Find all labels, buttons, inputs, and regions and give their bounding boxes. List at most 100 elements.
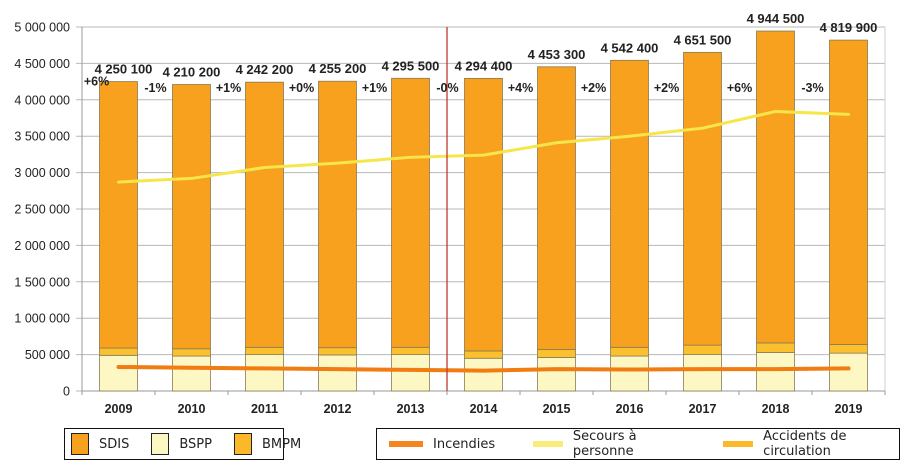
- bar-sdis-2014: [464, 77, 503, 352]
- legend-swatch-sdis: [71, 433, 89, 455]
- percent-label: +6%: [84, 75, 109, 89]
- x-tick-label: 2016: [616, 402, 644, 416]
- percent-label: -3%: [801, 81, 823, 95]
- bar-sdis-2011: [245, 81, 284, 348]
- bar-bmpm-2014: [464, 350, 503, 359]
- total-label: 4 651 500: [674, 32, 732, 47]
- y-tick-label: 1 500 000: [14, 275, 70, 289]
- bar-sdis-2013: [391, 77, 430, 348]
- bar-stack-2011: [245, 81, 284, 392]
- total-label: 4 255 200: [309, 61, 367, 76]
- bar-bmpm-2010: [172, 348, 211, 357]
- y-tick-label: 2 000 000: [14, 239, 70, 253]
- total-label: 4 210 200: [163, 64, 221, 79]
- bar-sdis-2018: [756, 30, 795, 344]
- legend-swatch-secours: [533, 441, 563, 447]
- legend-label: Secours à personne: [572, 429, 637, 459]
- bar-bspp-2010: [172, 355, 211, 392]
- y-tick-label: 4 500 000: [14, 57, 70, 71]
- bar-bspp-2011: [245, 354, 284, 392]
- y-tick-label: 4 000 000: [14, 93, 70, 107]
- bar-stack-2017: [683, 51, 722, 392]
- percent-label: +6%: [727, 81, 752, 95]
- x-tick-label: 2017: [689, 402, 717, 416]
- bar-sdis-2016: [610, 59, 649, 348]
- total-label: 4 542 400: [601, 40, 659, 55]
- bar-stacks: [99, 30, 868, 392]
- legend-swatch-bspp: [151, 433, 170, 455]
- bar-sdis-2012: [318, 80, 357, 349]
- legend-item-bmpm: BMPM: [233, 433, 302, 455]
- percent-label: +0%: [289, 81, 314, 95]
- x-tick-label: 2018: [762, 402, 790, 416]
- bar-stack-2009: [99, 81, 138, 392]
- legend-lines: Incendies Secours à personne Accidents d…: [376, 428, 900, 460]
- legend-label: Incendies: [433, 436, 496, 452]
- bar-bmpm-2009: [99, 347, 138, 356]
- bar-sdis-2019: [829, 39, 868, 345]
- bar-bmpm-2013: [391, 346, 430, 356]
- bar-bspp-2009: [99, 354, 138, 392]
- percent-label: -1%: [144, 81, 166, 95]
- y-tick-label: 3 000 000: [14, 166, 70, 180]
- percent-label: +1%: [216, 81, 241, 95]
- bar-bmpm-2018: [756, 342, 795, 353]
- legend-bars: SDIS BSPP BMPM: [64, 428, 301, 460]
- bar-bspp-2017: [683, 354, 722, 392]
- legend-label: SDIS: [99, 436, 130, 452]
- bar-bspp-2016: [610, 355, 649, 392]
- bar-sdis-2017: [683, 51, 722, 346]
- bar-bspp-2014: [464, 357, 503, 392]
- bar-bmpm-2015: [537, 349, 576, 358]
- y-tick-label: 1 000 000: [14, 312, 70, 326]
- legend-swatch-accidents: [723, 441, 754, 447]
- legend-swatch-incendies: [389, 441, 423, 447]
- total-label: 4 453 300: [528, 47, 586, 62]
- x-tick-label: 2012: [324, 402, 352, 416]
- bar-bspp-2013: [391, 354, 430, 392]
- x-tick-label: 2013: [397, 402, 425, 416]
- total-label: 4 819 900: [820, 20, 878, 35]
- bar-stack-2019: [829, 39, 868, 392]
- line-incendies: [116, 364, 851, 373]
- total-label: 4 250 100: [95, 62, 153, 77]
- bar-sdis-2009: [99, 81, 138, 349]
- x-tick-label: 2015: [543, 402, 571, 416]
- bar-stack-2014: [464, 77, 503, 392]
- legend-label: BMPM: [261, 436, 302, 452]
- bar-bspp-2019: [829, 352, 868, 392]
- percent-label: +1%: [362, 81, 387, 95]
- bar-bspp-2015: [537, 357, 576, 392]
- bar-sdis-2015: [537, 66, 576, 350]
- y-tick-label: 0: [63, 385, 70, 399]
- x-tick-label: 2009: [105, 402, 133, 416]
- total-label: 4 294 400: [455, 58, 513, 73]
- bar-sdis-2010: [172, 84, 211, 350]
- y-tick-label: 500 000: [25, 348, 70, 362]
- bar-stack-2010: [172, 84, 211, 392]
- legend-swatch-bmpm: [233, 433, 252, 455]
- x-tick-label: 2011: [251, 402, 278, 416]
- bar-stack-2013: [391, 77, 430, 392]
- bar-bmpm-2017: [683, 344, 722, 355]
- percent-label: +2%: [581, 81, 606, 95]
- y-tick-label: 5 000 000: [14, 21, 70, 35]
- legend-label: Accidents de circulation: [763, 429, 847, 459]
- percent-labels: +6% -1% +1% +0% +1% -0% +4% +2% +2% +6% -3%: [84, 75, 824, 95]
- bar-stack-2015: [537, 66, 576, 392]
- y-tick-label: 2 500 000: [14, 203, 70, 217]
- total-label: 4 295 500: [382, 58, 440, 73]
- bar-bmpm-2019: [829, 344, 868, 354]
- total-labels: 4 250 100 4 210 200 4 242 200 4 255 200 4 29…: [95, 11, 878, 79]
- total-label: 4 944 500: [747, 11, 805, 26]
- line-series: [116, 27, 851, 391]
- bar-bmpm-2016: [610, 346, 649, 357]
- bar-bspp-2018: [756, 352, 795, 392]
- bar-stack-2016: [610, 59, 649, 392]
- legend-item-sdis: SDIS: [71, 433, 129, 455]
- legend-label: BSPP: [179, 436, 212, 452]
- legend-item-accidents: Accidents de circulation: [723, 429, 899, 459]
- percent-label: +4%: [508, 81, 533, 95]
- x-tick-label: 2010: [178, 402, 206, 416]
- bar-bspp-2012: [318, 354, 357, 392]
